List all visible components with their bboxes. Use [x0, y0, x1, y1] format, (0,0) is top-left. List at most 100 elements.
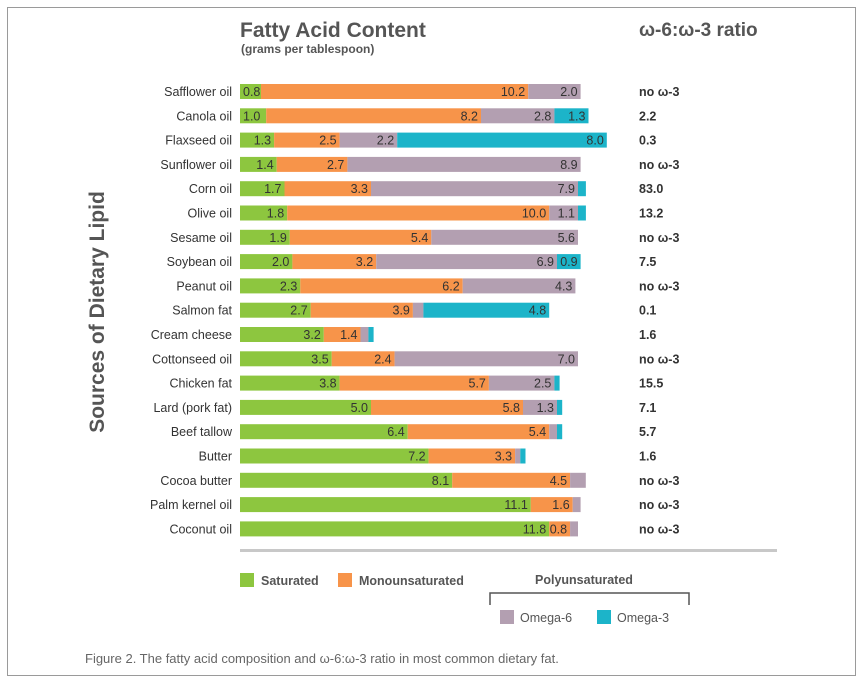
bar-omega-6-cocoa-butter	[570, 472, 586, 488]
bar-omega-6-sesame-oil	[431, 229, 578, 245]
bar-monounsaturated-peanut-oil	[300, 278, 463, 294]
bar-monounsaturated-coconut-oil	[549, 521, 571, 537]
bar-omega-6-butter	[515, 448, 521, 464]
data-label: 4.3	[555, 279, 572, 293]
bar-monounsaturated-cottonseed-oil	[331, 351, 395, 367]
data-label: 10.2	[501, 85, 525, 99]
data-label: 0.8	[550, 522, 567, 536]
data-label: 6.4	[387, 425, 404, 439]
data-label: 2.0	[560, 85, 577, 99]
data-label: 2.3	[280, 279, 297, 293]
chart-subtitle: (grams per tablespoon)	[241, 42, 374, 56]
data-label: 3.9	[393, 304, 410, 318]
category-label: Butter	[199, 450, 232, 464]
bar-saturated-corn-oil	[240, 181, 285, 197]
bar-omega-6-coconut-oil	[570, 521, 578, 537]
bar-omega-6-beef-tallow	[549, 424, 558, 440]
bar-saturated-cocoa-butter	[240, 472, 453, 488]
bar-monounsaturated-beef-tallow	[407, 424, 550, 440]
data-label: 3.8	[319, 377, 336, 391]
data-label: 2.7	[327, 158, 344, 172]
data-label: 8.0	[586, 134, 603, 148]
data-label: 1.3	[537, 401, 554, 415]
ratio-value: no ω-3	[639, 85, 679, 99]
ratio-value: no ω-3	[639, 352, 679, 366]
data-label: 2.0	[272, 255, 289, 269]
bar-saturated-chicken-fat	[240, 375, 340, 391]
ratio-value: no ω-3	[639, 474, 679, 488]
bar-saturated-lard-pork-fat	[240, 399, 371, 415]
data-label: 3.3	[351, 182, 368, 196]
ratio-value: 7.1	[639, 401, 656, 415]
data-label: 1.1	[558, 207, 575, 221]
bar-monounsaturated-safflower-oil	[261, 84, 529, 99]
category-label: Cottonseed oil	[152, 352, 232, 366]
data-label: 6.2	[442, 279, 459, 293]
data-label: 7.2	[408, 450, 425, 464]
bar-monounsaturated-chicken-fat	[339, 375, 489, 391]
legend-swatch-saturated	[240, 573, 254, 587]
bar-omega-3-flaxseed-oil	[397, 132, 607, 148]
chart-title: Fatty Acid Content	[240, 19, 426, 42]
category-label: Flaxseed oil	[165, 134, 232, 148]
ratio-value: no ω-3	[639, 498, 679, 512]
category-label: Olive oil	[188, 207, 232, 221]
bar-omega-6-chicken-fat	[488, 375, 555, 391]
bar-omega-6-soybean-oil	[376, 254, 557, 270]
bar-omega-3-lard-pork-fat	[557, 399, 563, 415]
data-label: 8.1	[432, 474, 449, 488]
category-label: Beef tallow	[171, 425, 233, 439]
bar-monounsaturated-soybean-oil	[292, 254, 377, 270]
bar-saturated-coconut-oil	[240, 521, 550, 537]
bar-saturated-salmon-fat	[240, 302, 311, 318]
bar-saturated-canola-oil	[240, 108, 267, 124]
data-label: 1.9	[269, 231, 286, 245]
ratio-value: no ω-3	[639, 158, 679, 172]
bar-omega-6-palm-kernel-oil	[572, 497, 581, 513]
data-label: 1.0	[243, 109, 260, 123]
data-label: 3.5	[311, 352, 328, 366]
data-label: 1.8	[267, 207, 284, 221]
data-label: 1.3	[254, 134, 271, 148]
data-label: 4.5	[550, 474, 567, 488]
bar-monounsaturated-flaxseed-oil	[274, 132, 340, 148]
category-label: Corn oil	[189, 182, 232, 196]
bar-omega-6-flaxseed-oil	[339, 132, 398, 148]
data-label: 2.2	[377, 134, 394, 148]
legend-swatch-omega3	[597, 610, 611, 624]
bars-group: Safflower oil 0.8 10.2 2.0 no ω-3 Canola oil 1…	[150, 84, 679, 537]
data-label: 6.9	[537, 255, 554, 269]
data-label: 8.2	[461, 109, 478, 123]
bar-omega-3-chicken-fat	[554, 375, 560, 391]
category-label: Chicken fat	[169, 377, 232, 391]
ratio-value: 0.3	[639, 134, 656, 148]
data-label: 2.8	[534, 109, 551, 123]
category-label: Canola oil	[176, 109, 232, 123]
bar-omega-6-safflower-oil	[528, 84, 581, 99]
bar-monounsaturated-sunflower-oil	[276, 156, 348, 172]
bar-omega-6-olive-oil	[549, 205, 578, 221]
data-label: 1.4	[256, 158, 273, 172]
category-label: Cocoa butter	[160, 474, 232, 488]
ratio-value: no ω-3	[639, 231, 679, 245]
legend: Saturated Monounsaturated Polyunsaturate…	[240, 573, 690, 625]
bar-monounsaturated-palm-kernel-oil	[530, 497, 573, 513]
category-label: Sesame oil	[170, 231, 232, 245]
data-label: 8.9	[560, 158, 577, 172]
ratio-value: 15.5	[639, 377, 663, 391]
ratio-value: 1.6	[639, 328, 656, 342]
bar-omega-3-butter	[520, 448, 526, 464]
bar-omega-6-sunflower-oil	[347, 156, 581, 172]
bar-omega-6-corn-oil	[371, 181, 578, 197]
category-label: Sunflower oil	[160, 158, 232, 172]
bar-saturated-peanut-oil	[240, 278, 301, 294]
category-label: Cream cheese	[151, 328, 232, 342]
data-label: 5.4	[529, 425, 546, 439]
ratio-title: ω-6:ω-3 ratio	[639, 20, 758, 41]
ratio-value: 83.0	[639, 182, 663, 196]
bar-monounsaturated-sesame-oil	[289, 229, 432, 245]
category-label: Soybean oil	[167, 255, 232, 269]
data-label: 5.7	[469, 377, 486, 391]
data-label: 3.2	[303, 328, 320, 342]
